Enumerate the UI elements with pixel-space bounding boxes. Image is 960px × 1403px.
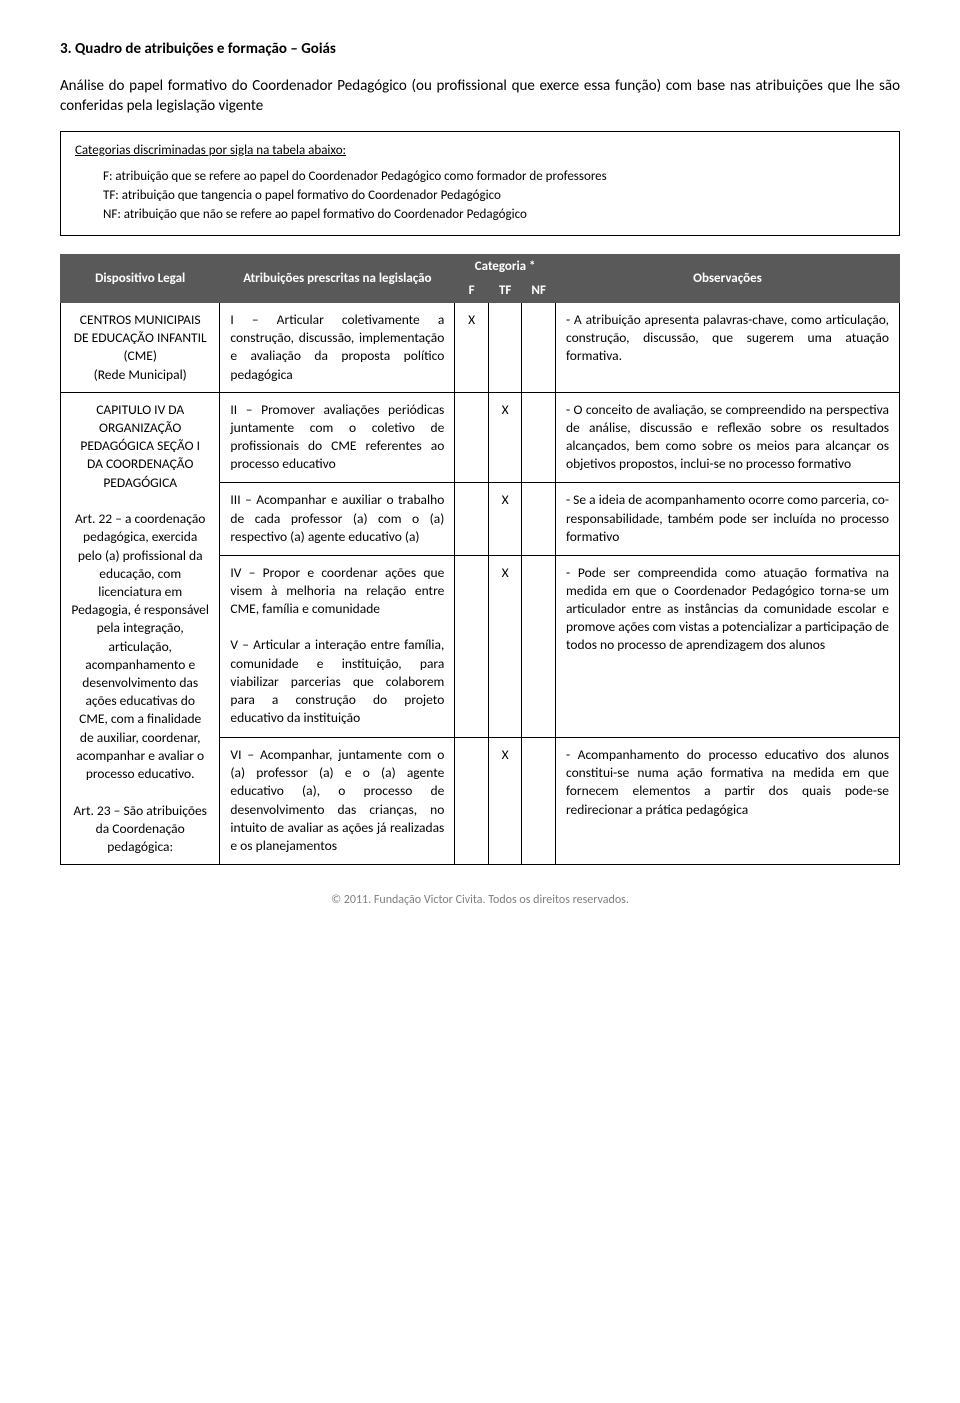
cat-f-cell bbox=[455, 555, 489, 737]
attr-cell: II – Promover avaliações periódicas junt… bbox=[220, 392, 455, 483]
attr-cell: IV – Propor e coordenar ações que visem … bbox=[220, 555, 455, 737]
attr-cell: III – Acompanhar e auxiliar o trabalho d… bbox=[220, 483, 455, 555]
header-atribuicoes: Atribuições prescritas na legislação bbox=[220, 254, 455, 302]
legend-item: NF: atribuição que não se refere ao pape… bbox=[103, 206, 885, 225]
cat-nf-cell bbox=[522, 483, 556, 555]
intro-paragraph: Análise do papel formativo do Coordenado… bbox=[60, 76, 900, 117]
cat-nf-cell bbox=[522, 302, 556, 392]
table-row: CAPITULO IV DA ORGANIZAÇÃO PEDAGÓGICA SE… bbox=[61, 392, 900, 483]
cat-tf-cell: X bbox=[488, 737, 522, 864]
attributions-table: Dispositivo Legal Atribuições prescritas… bbox=[60, 254, 900, 865]
obs-cell: - Se a ideia de acompanhamento ocorre co… bbox=[555, 483, 899, 555]
dispositivo-secondary: CAPITULO IV DA ORGANIZAÇÃO PEDAGÓGICA SE… bbox=[61, 392, 220, 864]
attr-cell: I – Articular coletivamente a construção… bbox=[220, 302, 455, 392]
table-row: CENTROS MUNICIPAIS DE EDUCAÇÃO INFANTIL … bbox=[61, 302, 900, 392]
legend-title: Categorias discriminadas por sigla na ta… bbox=[75, 142, 885, 161]
header-cat-tf: TF bbox=[488, 278, 522, 302]
cat-f-cell: X bbox=[455, 302, 489, 392]
obs-cell: - O conceito de avaliação, se compreendi… bbox=[555, 392, 899, 483]
cat-f-cell bbox=[455, 483, 489, 555]
footer-copyright: © 2011. Fundação Victor Civita. Todos os… bbox=[60, 893, 900, 907]
obs-cell: - Acompanhamento do processo educativo d… bbox=[555, 737, 899, 864]
cat-tf-cell bbox=[488, 302, 522, 392]
header-observacoes: Observações bbox=[555, 254, 899, 302]
cat-nf-cell bbox=[522, 392, 556, 483]
header-cat-nf: NF bbox=[522, 278, 556, 302]
header-cat-f: F bbox=[455, 278, 489, 302]
attr-cell: VI – Acompanhar, juntamente com o (a) pr… bbox=[220, 737, 455, 864]
cat-tf-cell: X bbox=[488, 392, 522, 483]
legend-item: F: atribuição que se refere ao papel do … bbox=[103, 168, 885, 187]
section-title: 3. Quadro de atribuições e formação – Go… bbox=[60, 40, 900, 58]
cat-nf-cell bbox=[522, 555, 556, 737]
legend-item: TF: atribuição que tangencia o papel for… bbox=[103, 187, 885, 206]
cat-f-cell bbox=[455, 737, 489, 864]
cat-tf-cell: X bbox=[488, 555, 522, 737]
cat-f-cell bbox=[455, 392, 489, 483]
cat-nf-cell bbox=[522, 737, 556, 864]
legend-box: Categorias discriminadas por sigla na ta… bbox=[60, 131, 900, 236]
dispositivo-primary: CENTROS MUNICIPAIS DE EDUCAÇÃO INFANTIL … bbox=[61, 302, 220, 392]
obs-cell: - Pode ser compreendida como atuação for… bbox=[555, 555, 899, 737]
cat-tf-cell: X bbox=[488, 483, 522, 555]
obs-cell: - A atribuição apresenta palavras-chave,… bbox=[555, 302, 899, 392]
header-categoria: Categoria * bbox=[455, 254, 556, 278]
header-dispositivo: Dispositivo Legal bbox=[61, 254, 220, 302]
